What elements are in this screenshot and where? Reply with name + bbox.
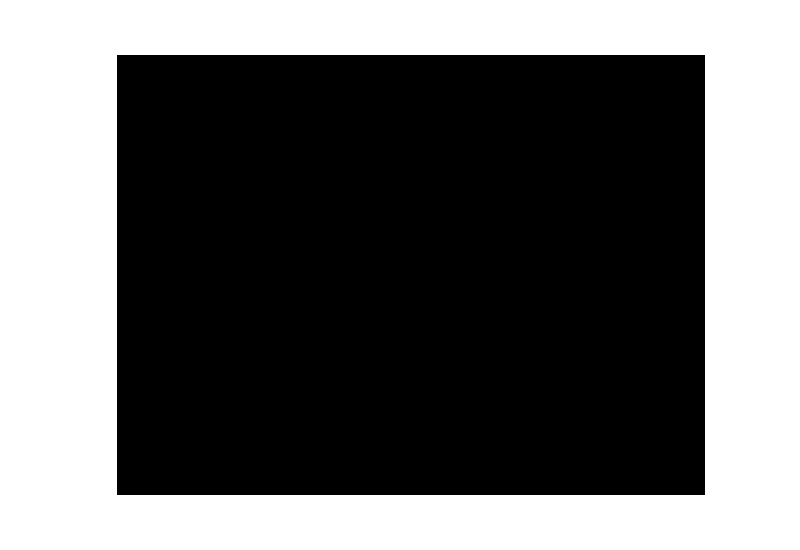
wordcloud-background (117, 55, 705, 495)
wordcloud-canvas (117, 55, 705, 495)
